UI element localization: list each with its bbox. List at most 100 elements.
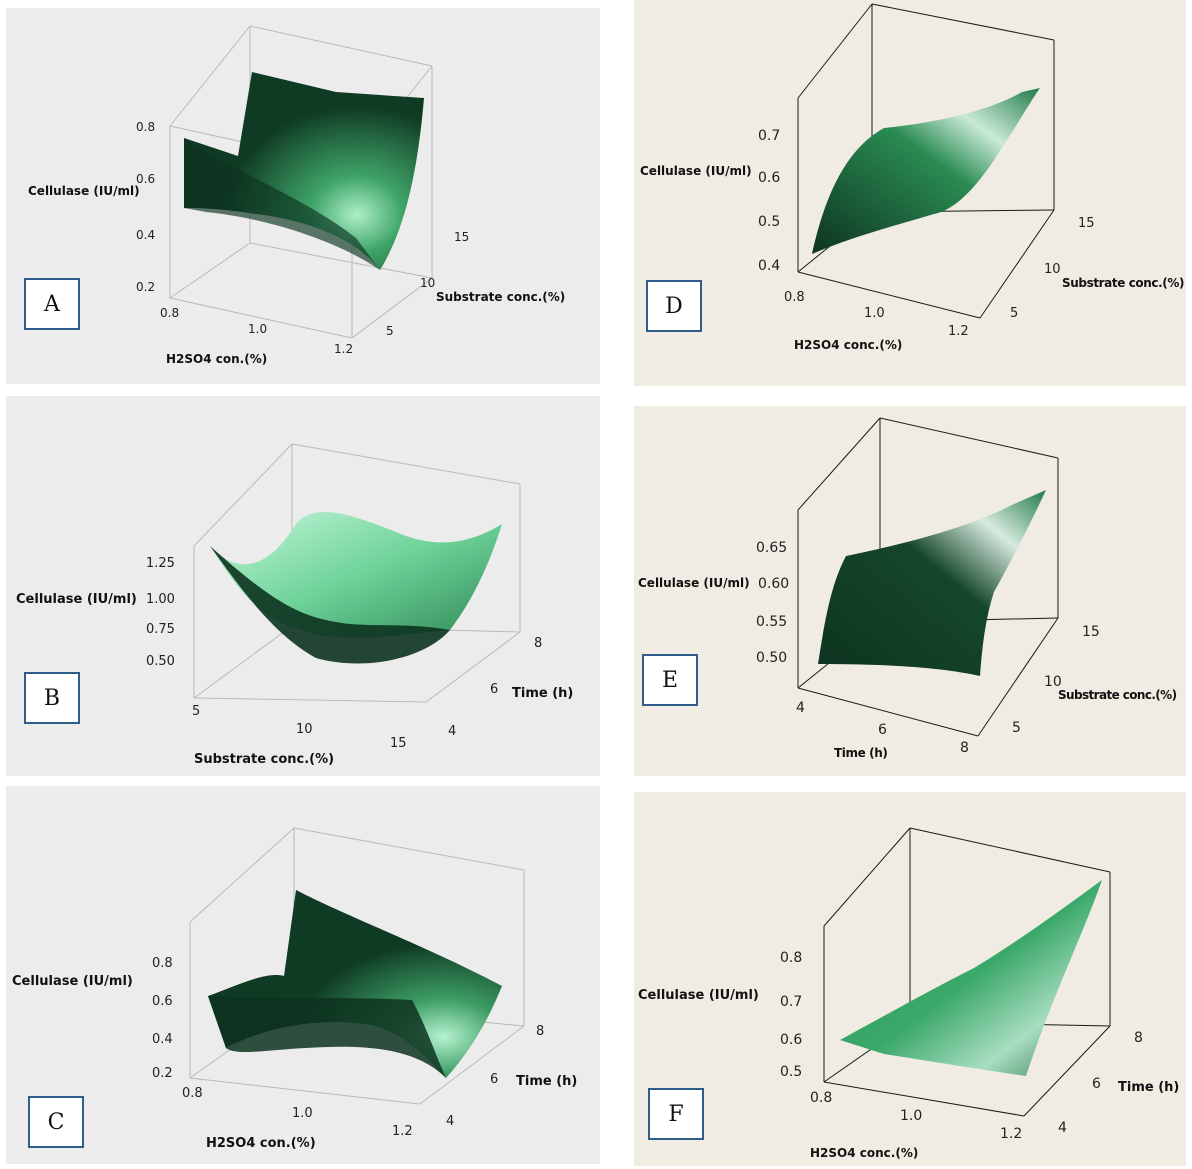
y-tick-b-3: 4: [448, 724, 457, 739]
y-axis-label-a: Substrate conc.(%): [436, 290, 566, 304]
z-tick-a-2: 0.6: [136, 172, 156, 186]
y-tick-c-3: 4: [446, 1114, 455, 1129]
y-tick-e-2: 10: [1044, 674, 1062, 690]
x-tick-a-1: 0.8: [160, 306, 180, 320]
z-tick-a-1: 0.8: [136, 120, 156, 134]
y-tick-f-1: 8: [1134, 1030, 1143, 1046]
chart-panel-f: Cellulase (IU/ml) 0.8 0.7 0.6 0.5 0.8 1.…: [634, 792, 1186, 1166]
z-tick-e-1: 0.65: [756, 540, 788, 556]
x-tick-d-3: 1.2: [948, 324, 969, 339]
chart-panel-c: Cellulase (IU/ml) 0.8 0.6 0.4 0.2 0.8 1.…: [6, 786, 600, 1164]
z-axis-label-c: Cellulase (IU/ml): [12, 974, 133, 989]
chart-panel-b: Cellulase (IU/ml) 1.25 1.00 0.75 0.50 5 …: [6, 396, 600, 776]
x-tick-d-2: 1.0: [864, 306, 885, 321]
y-tick-a-3: 5: [386, 324, 394, 338]
x-tick-c-3: 1.2: [392, 1124, 413, 1139]
x-axis-label-a: H2SO4 con.(%): [166, 352, 268, 366]
z-tick-d-2: 0.6: [758, 170, 781, 186]
x-axis-label-d: H2SO4 conc.(%): [794, 338, 903, 352]
x-tick-b-2: 10: [296, 722, 313, 737]
y-tick-d-3: 5: [1010, 306, 1019, 321]
axes-box-b: [193, 443, 521, 703]
z-tick-e-2: 0.60: [758, 576, 790, 592]
y-tick-e-3: 5: [1012, 720, 1021, 736]
z-tick-d-4: 0.4: [758, 258, 781, 274]
z-tick-d-3: 0.5: [758, 214, 781, 230]
panel-letter-c: C: [28, 1096, 84, 1148]
x-tick-e-1: 4: [796, 700, 805, 716]
chart-panel-a: Cellulase (IU/ml) 0.8 0.6 0.4 0.2 0.8 1.…: [6, 8, 600, 384]
z-axis-label-f: Cellulase (IU/ml): [638, 988, 759, 1003]
z-axis-label-a: Cellulase (IU/ml): [28, 184, 140, 198]
surface-c: [208, 890, 502, 1078]
x-tick-e-2: 6: [878, 722, 887, 738]
z-tick-d-1: 0.7: [758, 128, 781, 144]
surface-plot-d: [797, 3, 1055, 319]
y-tick-f-3: 4: [1058, 1120, 1067, 1136]
chart-panel-e: Cellulase (IU/ml) 0.65 0.60 0.55 0.50 4 …: [634, 406, 1186, 776]
surface-plot-c: [189, 827, 525, 1105]
z-tick-c-1: 0.8: [152, 956, 173, 971]
y-tick-b-2: 6: [490, 682, 499, 697]
z-tick-f-2: 0.7: [780, 994, 803, 1010]
y-axis-label-d: Substrate conc.(%): [1062, 276, 1185, 290]
y-tick-f-2: 6: [1092, 1076, 1101, 1092]
y-tick-d-1: 15: [1078, 216, 1095, 231]
z-tick-f-3: 0.6: [780, 1032, 803, 1048]
x-axis-label-b: Substrate conc.(%): [194, 752, 335, 767]
surface-plot-b: [193, 443, 521, 703]
surface-b: [210, 511, 502, 638]
z-tick-a-4: 0.2: [136, 280, 156, 294]
y-tick-c-2: 6: [490, 1072, 499, 1087]
chart-panel-d: Cellulase (IU/ml) 0.7 0.6 0.5 0.4 0.8 1.…: [634, 0, 1186, 386]
panel-letter-d: D: [646, 280, 702, 332]
x-tick-f-1: 0.8: [810, 1090, 833, 1106]
x-tick-f-2: 1.0: [900, 1108, 923, 1124]
y-axis-label-b: Time (h): [512, 686, 574, 701]
y-axis-label-e: Substrate conc.(%): [1058, 688, 1177, 702]
x-tick-a-2: 1.0: [248, 322, 268, 336]
z-tick-c-3: 0.4: [152, 1032, 173, 1047]
x-tick-e-3: 8: [960, 740, 969, 756]
panel-letter-f: F: [648, 1088, 704, 1140]
y-axis-label-f: Time (h): [1118, 1080, 1180, 1095]
panel-letter-b: B: [24, 672, 80, 724]
x-axis-label-c: H2SO4 con.(%): [206, 1136, 316, 1151]
z-tick-c-4: 0.2: [152, 1066, 173, 1081]
x-tick-d-1: 0.8: [784, 290, 805, 305]
z-tick-b-2: 1.00: [146, 592, 175, 607]
z-tick-e-3: 0.55: [756, 614, 788, 630]
surface-plot-a: [169, 25, 433, 339]
x-tick-c-1: 0.8: [182, 1086, 203, 1101]
z-tick-a-3: 0.4: [136, 228, 156, 242]
z-tick-b-4: 0.50: [146, 654, 175, 669]
x-axis-label-e: Time (h): [834, 746, 888, 760]
z-tick-c-2: 0.6: [152, 994, 173, 1009]
x-tick-b-1: 5: [192, 704, 201, 719]
x-tick-b-3: 15: [390, 736, 407, 751]
z-tick-b-3: 0.75: [146, 622, 175, 637]
y-axis-label-c: Time (h): [516, 1074, 578, 1089]
surface-f: [840, 880, 1102, 1076]
z-tick-b-1: 1.25: [146, 556, 175, 571]
surface-plot-f: [823, 827, 1111, 1117]
z-axis-label-d: Cellulase (IU/ml): [640, 164, 752, 178]
surface-a: [184, 72, 424, 270]
x-tick-a-3: 1.2: [334, 342, 354, 356]
x-axis-label-f: H2SO4 conc.(%): [810, 1146, 919, 1160]
y-tick-a-2: 10: [420, 276, 436, 290]
z-axis-label-e: Cellulase (IU/ml): [638, 576, 750, 590]
y-tick-d-2: 10: [1044, 262, 1061, 277]
panel-letter-a: A: [24, 278, 80, 330]
z-tick-f-4: 0.5: [780, 1064, 803, 1080]
panel-letter-e: E: [642, 654, 698, 706]
z-tick-e-4: 0.50: [756, 650, 788, 666]
x-tick-c-2: 1.0: [292, 1106, 313, 1121]
surface-e: [818, 490, 1046, 676]
surface-plot-e: [797, 417, 1059, 737]
surface-d: [812, 88, 1040, 254]
y-tick-e-1: 15: [1082, 624, 1100, 640]
x-tick-f-3: 1.2: [1000, 1126, 1023, 1142]
z-axis-label-b: Cellulase (IU/ml): [16, 592, 137, 607]
y-tick-b-1: 8: [534, 636, 543, 651]
